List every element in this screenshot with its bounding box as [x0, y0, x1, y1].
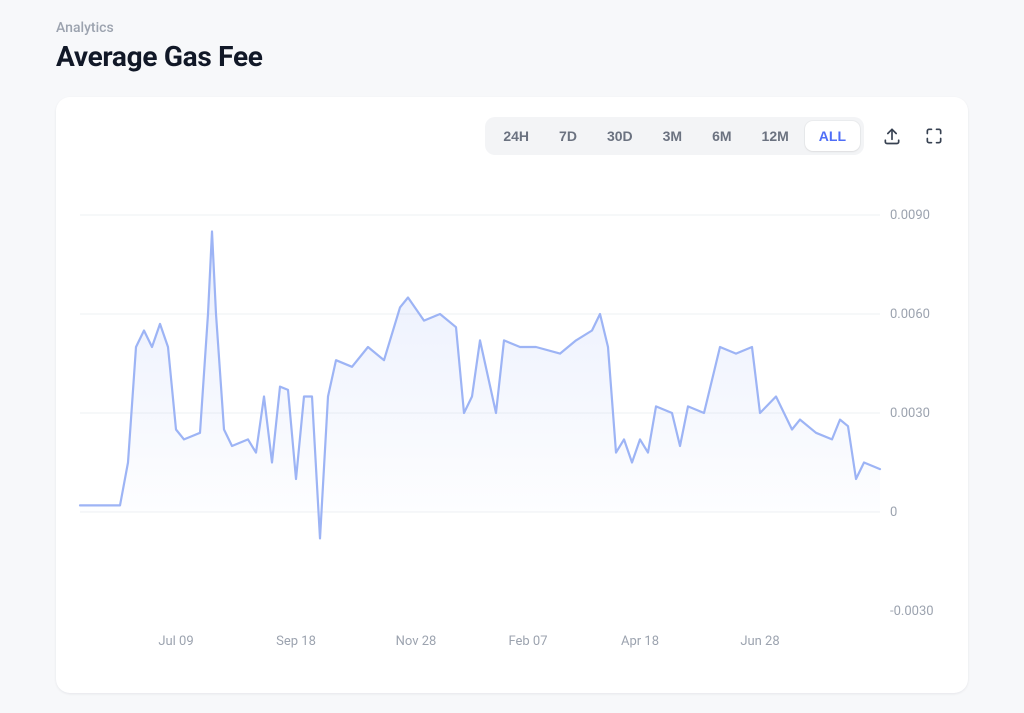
- export-button[interactable]: [878, 122, 906, 150]
- page-title: Average Gas Fee: [56, 40, 968, 73]
- x-tick-label: Jul 09: [158, 634, 193, 649]
- range-12m[interactable]: 12M: [748, 121, 803, 151]
- gas-fee-chart: 0.0090 0.0060 0.0030 0 -0.0030 Jul 09 Sep 18 No…: [70, 155, 954, 675]
- chart-area: 0.0090 0.0060 0.0030 0 -0.0030 Jul 09 Sep 18 No…: [70, 155, 954, 675]
- fullscreen-icon: [924, 126, 944, 146]
- y-tick-label: 0.0090: [890, 208, 930, 223]
- x-tick-label: Apr 18: [621, 634, 659, 649]
- chart-toolbar: 24H 7D 30D 3M 6M 12M ALL: [70, 111, 954, 155]
- x-tick-label: Sep 18: [276, 634, 316, 649]
- y-tick-label: 0.0060: [890, 307, 930, 322]
- y-tick-label: -0.0030: [890, 604, 934, 619]
- range-6m[interactable]: 6M: [698, 121, 745, 151]
- time-range-group: 24H 7D 30D 3M 6M 12M ALL: [485, 117, 864, 155]
- x-tick-label: Jun 28: [740, 634, 779, 649]
- chart-card: 24H 7D 30D 3M 6M 12M ALL: [56, 97, 968, 693]
- page: Analytics Average Gas Fee 24H 7D 30D 3M …: [0, 0, 1024, 693]
- range-24h[interactable]: 24H: [489, 121, 543, 151]
- x-tick-label: Feb 07: [508, 634, 547, 649]
- range-3m[interactable]: 3M: [649, 121, 696, 151]
- y-tick-label: 0.0030: [890, 406, 930, 421]
- range-7d[interactable]: 7D: [545, 121, 591, 151]
- series-area: [80, 232, 880, 539]
- range-all[interactable]: ALL: [805, 121, 860, 151]
- export-icon: [882, 126, 902, 146]
- breadcrumb: Analytics: [56, 20, 968, 36]
- y-tick-label: 0: [890, 505, 897, 520]
- range-30d[interactable]: 30D: [593, 121, 647, 151]
- x-tick-label: Nov 28: [396, 634, 437, 649]
- fullscreen-button[interactable]: [920, 122, 948, 150]
